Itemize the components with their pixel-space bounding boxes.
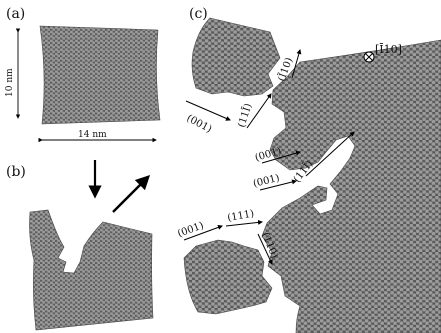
plane-arrow-001-top [185,100,231,121]
zone-axis-into-page-icon [363,51,375,63]
arrow-b-to-c [112,174,151,213]
plane-arrow-111-top [246,93,272,129]
plane-arrow-001-bot [183,225,223,241]
plane-label-111-bot: (111) [227,208,255,224]
plane-arrow-111-mid [305,131,355,177]
plane-arrow-111-bot [225,219,263,227]
fragment-upper [191,17,281,97]
panel-label-b: (b) [6,164,26,180]
plane-arrow-110-bot [257,233,273,265]
height-dimension-label: 10 nm [5,68,15,97]
panel-label-a: (a) [6,6,25,22]
plane-label-111-top: (11Ī) [235,102,254,129]
plane-arrow-110-top [291,49,302,79]
zone-axis-label: [Ī10] [375,43,402,56]
plane-arrow-001-mid2 [259,179,297,191]
nanowire-main-body [261,39,441,333]
plane-label-001-top: (001) [185,113,214,135]
fragment-lower [183,239,273,315]
width-dimension-label: 14 nm [78,130,107,140]
panel-label-c: (c) [189,6,208,22]
plane-arrow-001-mid [261,150,301,164]
nanowire-cracked [29,209,154,331]
plane-label-001-mid2: (001) [252,173,281,190]
plane-label-001-bot: (001) [176,220,205,240]
nanowire-initial [39,25,161,125]
